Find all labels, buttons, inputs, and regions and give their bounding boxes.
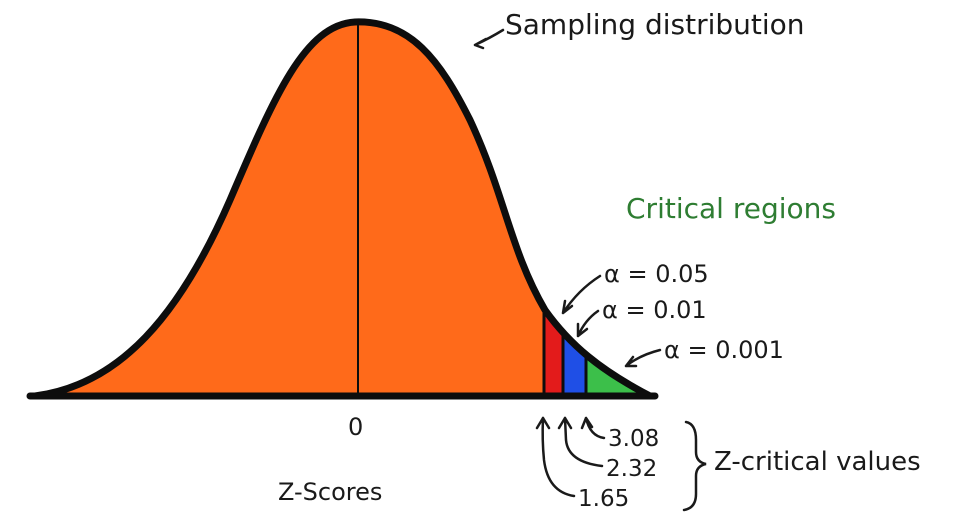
z-critical-values-label: Z-critical values bbox=[714, 447, 921, 477]
critical-region-alpha-005 bbox=[544, 312, 562, 396]
critical-regions-label: Critical regions bbox=[626, 192, 836, 225]
title-arrow-icon bbox=[473, 28, 505, 50]
alpha-label-005: α = 0.05 bbox=[604, 260, 709, 288]
zero-label: 0 bbox=[348, 413, 363, 441]
alpha-label-001: α = 0.01 bbox=[602, 296, 707, 324]
alpha-001-arrow-icon bbox=[576, 309, 600, 338]
title: Sampling distribution bbox=[505, 8, 805, 41]
critical-value-1-65: 1.65 bbox=[578, 486, 629, 512]
sampling-distribution-curve bbox=[31, 18, 654, 400]
arrow-3-08-icon bbox=[580, 416, 606, 440]
alpha-0001-arrow-icon bbox=[624, 348, 662, 368]
brace-icon bbox=[682, 420, 707, 512]
critical-value-2-32: 2.32 bbox=[606, 456, 657, 482]
alpha-005-arrow-icon bbox=[561, 274, 602, 315]
sampling-distribution-fill bbox=[35, 21, 650, 396]
arrow-1-65-icon bbox=[535, 416, 576, 498]
critical-value-3-08: 3.08 bbox=[608, 426, 659, 452]
x-axis-label: Z-Scores bbox=[278, 478, 382, 506]
arrow-2-32-icon bbox=[557, 416, 604, 468]
alpha-label-0001: α = 0.001 bbox=[664, 336, 784, 364]
